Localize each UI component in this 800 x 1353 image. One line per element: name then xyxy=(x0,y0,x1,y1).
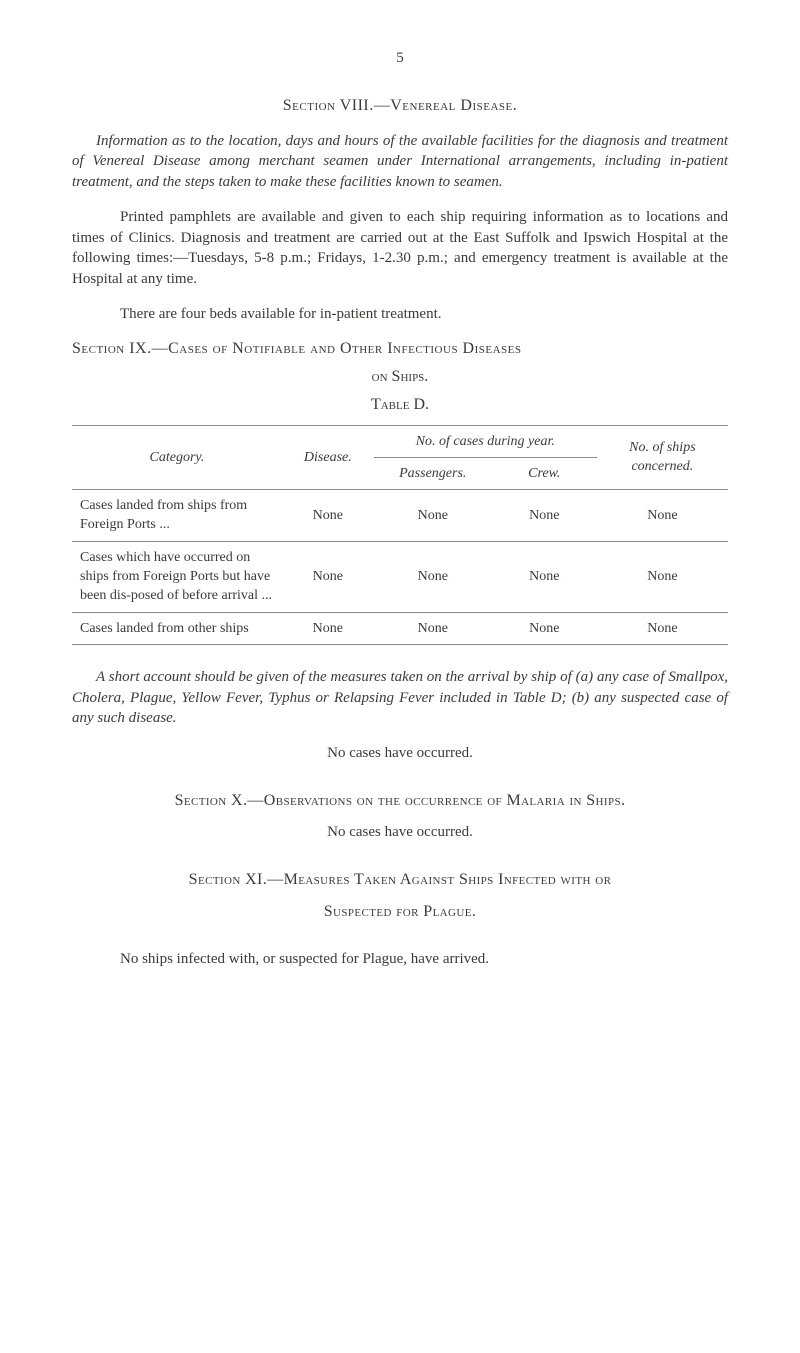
short-account-paragraph: A short account should be given of the m… xyxy=(72,667,728,729)
section-viii-italic: Information as to the location, days and… xyxy=(72,131,728,193)
section-ix-heading: Section IX.—Cases of Notifiable and Othe… xyxy=(72,338,728,360)
table-cell-ships: None xyxy=(597,490,728,542)
no-cases-occurred-line-1: No cases have occurred. xyxy=(72,743,728,764)
table-row: Cases which have occurred on ships from … xyxy=(72,541,728,612)
section-xi-heading-line-1: Section XI.—Measures Taken Against Ships… xyxy=(72,869,728,891)
table-cell-category: Cases which have occurred on ships from … xyxy=(72,541,282,612)
table-d: Category. Disease. No. of cases during y… xyxy=(72,425,728,646)
table-head-passengers: Passengers. xyxy=(374,457,492,489)
table-cell-disease: None xyxy=(282,541,374,612)
table-cell-crew: None xyxy=(492,541,597,612)
table-cell-crew: None xyxy=(492,612,597,644)
section-ix-subheading: on Ships. xyxy=(72,366,728,388)
table-head-cases-year: No. of cases during year. xyxy=(374,425,597,457)
table-head-disease: Disease. xyxy=(282,425,374,490)
table-cell-disease: None xyxy=(282,490,374,542)
section-xi-body: No ships infected with, or suspected for… xyxy=(72,949,728,970)
table-cell-passengers: None xyxy=(374,490,492,542)
table-cell-category: Cases landed from other ships xyxy=(72,612,282,644)
section-viii-paragraph-2: There are four beds available for in-pat… xyxy=(72,304,728,325)
table-head-category: Category. xyxy=(72,425,282,490)
table-cell-disease: None xyxy=(282,612,374,644)
table-head-crew: Crew. xyxy=(492,457,597,489)
table-head-ships-concerned: No. of ships concerned. xyxy=(597,425,728,490)
section-x-body: No cases have occurred. xyxy=(72,822,728,843)
table-d-caption: Table D. xyxy=(72,394,728,416)
section-xi-heading-line-2: Suspected for Plague. xyxy=(72,901,728,923)
table-cell-passengers: None xyxy=(374,612,492,644)
table-cell-crew: None xyxy=(492,490,597,542)
section-viii-paragraph-1: Printed pamphlets are available and give… xyxy=(72,207,728,290)
table-cell-passengers: None xyxy=(374,541,492,612)
table-row: Cases landed from other ships None None … xyxy=(72,612,728,644)
table-row: Cases landed from ships from Foreign Por… xyxy=(72,490,728,542)
section-viii-heading: Section VIII.—Venereal Disease. xyxy=(72,95,728,117)
table-cell-ships: None xyxy=(597,612,728,644)
table-cell-category: Cases landed from ships from Foreign Por… xyxy=(72,490,282,542)
section-x-heading: Section X.—Observations on the occurrenc… xyxy=(72,790,728,812)
table-cell-ships: None xyxy=(597,541,728,612)
page-number: 5 xyxy=(72,48,728,69)
